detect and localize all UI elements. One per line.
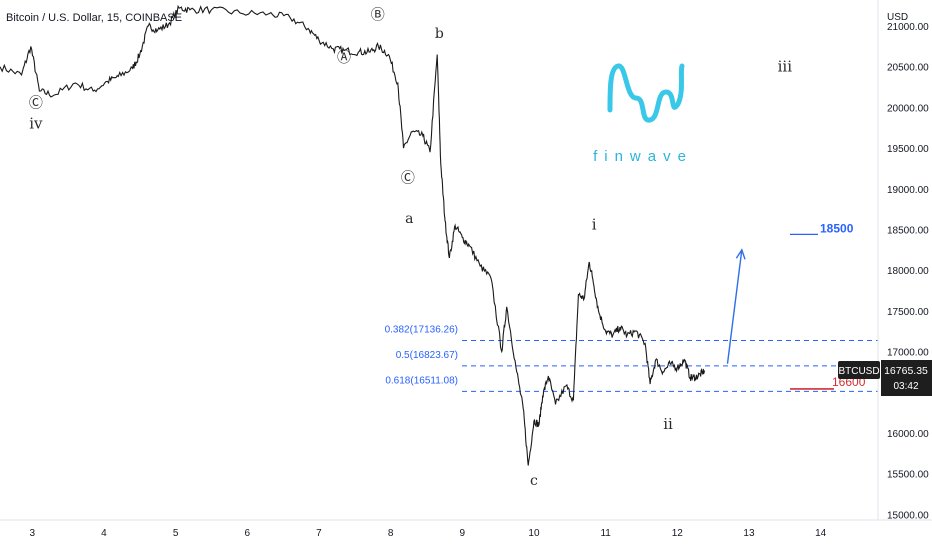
fib-level-label: 0.5(16823.67) bbox=[396, 350, 458, 361]
price-tick-label: 19000.00 bbox=[887, 185, 929, 196]
time-tick-label: 14 bbox=[815, 528, 827, 539]
wave-label: b bbox=[435, 26, 444, 42]
price-badge bbox=[881, 360, 932, 396]
wave-label: iii bbox=[778, 58, 793, 76]
price-axis-ticks: 15000.0015500.0016000.0016500.0017000.00… bbox=[887, 22, 929, 521]
wave-label: Ⓐ bbox=[337, 50, 351, 66]
price-tick-label: 15500.00 bbox=[887, 470, 929, 481]
time-tick-label: 11 bbox=[600, 528, 611, 539]
wave-label: ii bbox=[663, 415, 673, 433]
time-tick-label: 13 bbox=[743, 528, 755, 539]
projection-arrow-head bbox=[735, 248, 746, 260]
time-tick-label: 9 bbox=[460, 528, 466, 539]
symbol-badge bbox=[838, 361, 880, 379]
price-axis: USD 15000.0015500.0016000.0016500.001700… bbox=[877, 0, 929, 521]
time-tick-label: 7 bbox=[316, 528, 322, 539]
wave-label: c bbox=[530, 473, 538, 489]
time-tick-label: 10 bbox=[528, 528, 540, 539]
time-tick-label: 12 bbox=[672, 528, 684, 539]
time-tick-label: 6 bbox=[244, 528, 250, 539]
fib-levels: 0.382(17136.26) 0.5(16823.67) 0.618(16511.… bbox=[385, 324, 878, 392]
wave-label: Ⓑ bbox=[371, 8, 385, 24]
price-tick-label: 15000.00 bbox=[887, 510, 929, 521]
price-badge-value: 16765.35 bbox=[884, 365, 928, 377]
price-tick-label: 20500.00 bbox=[887, 63, 929, 74]
price-tick-label: 18500.00 bbox=[887, 225, 929, 236]
time-tick-label: 4 bbox=[101, 528, 107, 539]
wave-label: i bbox=[592, 215, 597, 233]
price-tick-label: 20000.00 bbox=[887, 103, 929, 114]
wave-label: a bbox=[405, 211, 413, 227]
price-tick-label: 19500.00 bbox=[887, 144, 929, 155]
time-tick-label: 3 bbox=[29, 528, 35, 539]
price-badge-countdown: 03:42 bbox=[893, 381, 918, 392]
wave-label: Ⓒ bbox=[29, 95, 43, 111]
time-axis: 3 4 5 6 7 8 9 10 11 12 13 14 bbox=[0, 519, 932, 539]
price-tick-label: 17000.00 bbox=[887, 348, 929, 359]
chart-title: Bitcoin / U.S. Dollar, 15, COINBASE bbox=[6, 12, 182, 24]
wave-label: Ⓒ bbox=[401, 170, 415, 186]
fib-level-label: 0.618(16511.08) bbox=[385, 375, 458, 386]
time-tick-label: 5 bbox=[173, 528, 179, 539]
price-tick-label: 18000.00 bbox=[887, 266, 929, 277]
projection-arrow-shaft bbox=[726, 249, 743, 364]
price-tick-label: 16000.00 bbox=[887, 429, 929, 440]
time-axis-ticks: 3 4 5 6 7 8 9 10 11 12 13 14 bbox=[29, 528, 826, 539]
wave-logo-icon bbox=[607, 63, 685, 123]
fib-level-label: 0.382(17136.26) bbox=[385, 324, 458, 335]
watermark-brand: finwave bbox=[593, 148, 693, 165]
target-level-label: 18500 bbox=[820, 221, 854, 235]
price-tick-label: 17500.00 bbox=[887, 307, 929, 318]
watermark-logo: finwave bbox=[593, 63, 693, 165]
currency-label: USD bbox=[887, 12, 908, 23]
price-tick-label: 21000.00 bbox=[887, 22, 929, 33]
wave-label: iv bbox=[29, 115, 43, 133]
price-series bbox=[0, 4, 706, 466]
price-line bbox=[0, 4, 706, 466]
symbol-badge-label: BTCUSD bbox=[838, 366, 879, 377]
last-price-badge[interactable]: BTCUSD 16765.35 03:42 bbox=[838, 360, 932, 396]
time-tick-label: 8 bbox=[388, 528, 394, 539]
